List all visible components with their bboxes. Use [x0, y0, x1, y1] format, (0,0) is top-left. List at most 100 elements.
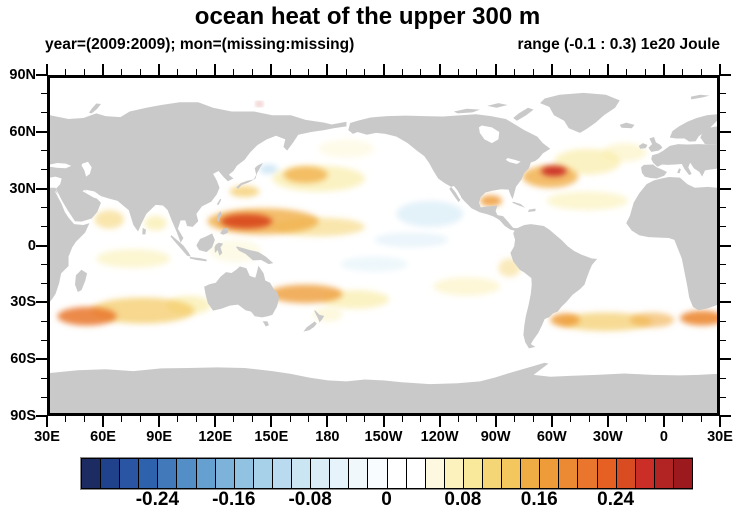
tick-mark [720, 74, 731, 76]
y-axis-tick-label: 90S [10, 408, 36, 424]
world-map [50, 78, 717, 413]
tick-mark [494, 64, 497, 75]
water-great-lakes [505, 158, 521, 164]
tick-mark [720, 415, 731, 417]
water-hudson-bay [478, 125, 500, 144]
tick-mark [719, 416, 721, 427]
tick-mark [41, 282, 47, 284]
tick-mark [662, 416, 665, 427]
tick-mark [196, 416, 198, 422]
anomaly-south-pacific-cool [340, 256, 408, 272]
land-iberia [641, 164, 667, 179]
tick-mark [158, 416, 161, 427]
x-axis-tick-label: 120W [420, 429, 459, 445]
tick-mark [626, 416, 628, 422]
colorbar-cell [558, 458, 578, 489]
tick-mark [308, 69, 310, 75]
land-greenland [540, 92, 620, 133]
y-axis-tick-label: 30N [9, 180, 36, 197]
land-arctic-islands-west [453, 108, 480, 114]
tick-mark [720, 130, 731, 133]
colorbar-cell [425, 458, 445, 489]
colorbar-cell [482, 458, 502, 489]
tick-mark [36, 301, 47, 304]
colorbar-cell [406, 458, 426, 489]
anomaly-south-atlantic-mid [629, 312, 675, 328]
anomaly-equatorial-pacific-cool [374, 232, 449, 248]
land-sulawesi [214, 242, 224, 256]
tick-mark [720, 377, 726, 379]
colorbar-cell [329, 458, 349, 489]
tick-mark [513, 69, 515, 75]
tick-mark [36, 415, 47, 417]
colorbar-cell [635, 458, 655, 489]
tick-mark [720, 244, 731, 247]
tick-mark [720, 112, 726, 114]
tick-mark [345, 416, 347, 422]
anomaly-south-indian-band [90, 297, 195, 324]
colorbar-cell [520, 458, 540, 489]
x-axis-tick-label: 90E [146, 429, 173, 445]
land-sumatra [170, 235, 191, 257]
colorbar-cell [291, 458, 311, 489]
x-axis-tick-label: 150W [364, 429, 403, 445]
colorbar-cell [310, 458, 330, 489]
colorbar-cell [215, 458, 235, 489]
tick-mark [326, 64, 329, 75]
tick-mark [606, 416, 609, 427]
colorbar-cell [673, 458, 693, 489]
colorbar-cell [138, 458, 158, 489]
tick-mark [41, 396, 47, 398]
tick-mark [550, 416, 553, 427]
tick-mark [476, 69, 478, 75]
tick-mark [626, 69, 628, 75]
tick-mark [720, 93, 726, 95]
tick-mark [158, 64, 161, 75]
colorbar [81, 458, 693, 489]
tick-mark [41, 207, 47, 209]
colorbar-tick-label: -0.24 [135, 489, 180, 510]
colorbar-cell [501, 458, 521, 489]
land-north-america [348, 114, 551, 231]
land-baja-california [449, 186, 461, 203]
tick-mark [401, 416, 403, 422]
colorbar-cell [387, 458, 407, 489]
colorbar-cell [348, 458, 368, 489]
land-svalbard [691, 94, 710, 100]
tick-mark [420, 69, 422, 75]
x-axis-tick-label: 0 [659, 429, 668, 445]
anomaly-north-atlantic-yellow [553, 148, 621, 175]
water-gulf-of-california [451, 185, 462, 199]
land-new-guinea [236, 246, 274, 265]
land-africa-east [50, 187, 90, 302]
colorbar-cell [176, 458, 197, 489]
tick-mark [457, 416, 459, 422]
anomaly-arabian-sea [94, 210, 125, 229]
tick-mark [719, 64, 721, 75]
tick-mark [36, 244, 47, 247]
y-axis-tick-label: 60N [9, 123, 36, 140]
x-axis-tick-label: 30E [707, 429, 733, 445]
colorbar-tick-label: 0.08 [444, 489, 482, 510]
tick-mark [700, 69, 702, 75]
tick-mark [532, 416, 534, 422]
anomaly-nw-pacific-warm [283, 166, 328, 184]
anomaly-south-indian-core [57, 306, 117, 326]
tick-mark [606, 64, 609, 75]
anomaly-maritime-continent [209, 239, 262, 263]
tick-mark [36, 358, 47, 361]
tick-mark [550, 64, 553, 75]
anomaly-equatorial-indian [96, 249, 171, 268]
tick-mark [644, 69, 646, 75]
tick-mark [41, 320, 47, 322]
land-iceland [619, 122, 635, 129]
tick-mark [720, 207, 726, 209]
tick-mark [382, 416, 385, 427]
tick-mark [720, 226, 726, 228]
tick-mark [588, 416, 590, 422]
colorbar-cell [654, 458, 674, 489]
colorbar-cell [196, 458, 216, 489]
anomaly-layer [57, 102, 717, 332]
colorbar-cell [234, 458, 254, 489]
colorbar-cell [577, 458, 598, 489]
